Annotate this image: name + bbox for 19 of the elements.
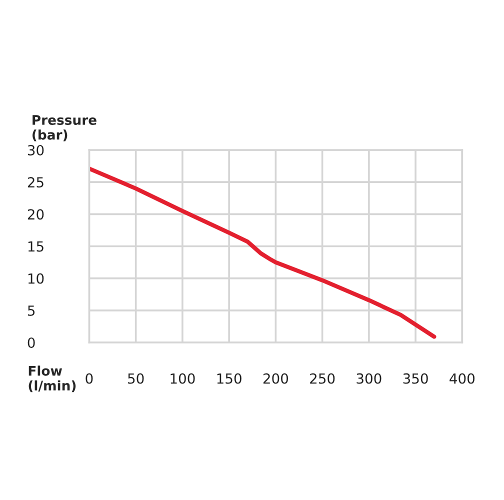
y-tick-label: 0 xyxy=(28,337,35,348)
line-series xyxy=(89,166,436,339)
y-tick-label: 5 xyxy=(28,306,35,316)
y-tick-label: 25 xyxy=(28,177,44,188)
x-tick-label: 400 xyxy=(450,373,474,384)
x-tick-label: 300 xyxy=(356,373,382,384)
x-tick-label: 200 xyxy=(263,373,288,384)
y-axis-title: Pressure (bar) xyxy=(32,115,96,142)
y-tick-label: 20 xyxy=(28,209,44,220)
y-tick-label: 15 xyxy=(28,241,44,252)
x-tick-label: 150 xyxy=(217,373,242,384)
x-tick-label: 350 xyxy=(403,373,428,384)
x-tick-label: 0 xyxy=(86,373,93,384)
y-tick-label: 30 xyxy=(28,144,44,156)
y-tick-label: 10 xyxy=(28,273,44,284)
x-tick-label: 250 xyxy=(310,373,335,384)
x-tick-label: 50 xyxy=(128,373,144,384)
x-tick-label: 100 xyxy=(170,373,195,384)
x-axis-title: Flow (l/min) xyxy=(28,366,76,392)
